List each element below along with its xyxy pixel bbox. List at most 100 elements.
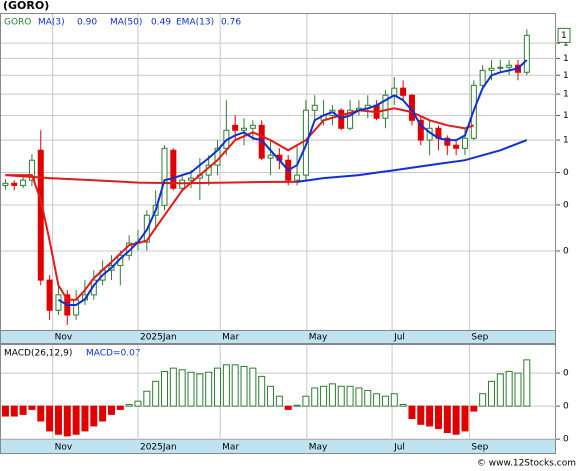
macd-bar [487, 380, 495, 407]
macd-bar [240, 365, 248, 407]
candle-body [347, 109, 354, 129]
candle-body [382, 94, 389, 119]
y-tick-label: 0 [563, 246, 569, 256]
macd-bar [320, 385, 328, 407]
x-tick-label: Nov [55, 443, 73, 453]
candle-body [11, 182, 18, 186]
x-tick-label: Jul [393, 333, 405, 343]
macd-bar [72, 405, 80, 435]
macd-bar [408, 405, 416, 420]
macd-bar [355, 387, 363, 407]
macd-bar [125, 403, 133, 407]
macd-bar [81, 405, 89, 432]
macd-bar [381, 395, 389, 407]
legend-name: EMA(13) [176, 18, 214, 28]
macd-bar [258, 375, 266, 407]
macd-bar [337, 385, 345, 407]
macd-bar [187, 371, 195, 407]
y-tick-label: 1 [563, 111, 569, 121]
x-tick-label: Jul [393, 443, 405, 453]
macd-bar [37, 405, 45, 422]
macd-bar [54, 405, 62, 435]
candle-body [461, 137, 468, 149]
price-date-strip [0, 330, 556, 344]
macd-bar [461, 405, 469, 432]
macd-bar [231, 364, 239, 407]
macd-bar [417, 405, 425, 425]
candle-body [28, 159, 35, 181]
y-tick-label: 0 [563, 435, 569, 445]
y-tick-label: 1 [563, 54, 569, 64]
legend-value: 0.90 [77, 18, 97, 28]
macd-bar [470, 405, 478, 412]
macd-bar [90, 405, 98, 427]
macd-bar [134, 400, 142, 407]
legend-value: 0.49 [151, 18, 171, 28]
candle-body [241, 127, 248, 131]
candle-body [311, 104, 318, 111]
macd-bar [152, 380, 160, 407]
y-tick-label: 1 [563, 90, 569, 100]
candle-body [488, 67, 495, 71]
macd-bar [99, 405, 107, 422]
y-tick-label: 1 [563, 136, 569, 146]
candle-body [400, 87, 407, 96]
macd-bar [275, 395, 283, 407]
legend-name: MA(50) [110, 18, 142, 28]
candle-body [267, 154, 274, 159]
legend-name: MA(3) [38, 18, 65, 28]
macd-bar [28, 405, 36, 410]
macd-bar [267, 385, 275, 407]
candle-body [188, 177, 195, 181]
indicator-line [57, 59, 528, 306]
candle-body [73, 299, 80, 316]
macd-bar [46, 405, 54, 432]
macd-title: MACD(26,12,9) [4, 349, 72, 359]
y-tick-label: 1 [563, 71, 569, 81]
macd-bar [116, 405, 124, 410]
macd-bar [178, 369, 186, 407]
macd-bar [160, 370, 168, 407]
candle-body [249, 124, 256, 129]
macd-bar [311, 387, 319, 407]
candle-body [20, 179, 27, 186]
x-tick-label: Mar [222, 333, 239, 343]
macd-value: MACD=0.07 [86, 349, 141, 359]
macd-bar [496, 373, 504, 407]
candle-body [506, 64, 513, 68]
candle-body [294, 174, 301, 181]
x-tick-label: 2025Jan [140, 443, 177, 453]
candle-body [161, 147, 168, 206]
macd-bar [19, 405, 27, 415]
x-tick-label: May [309, 443, 328, 453]
candle-body [170, 149, 177, 189]
candle-body [55, 294, 62, 311]
macd-bar [364, 389, 372, 407]
y-tick-label: 0 [563, 200, 569, 210]
candle-body [46, 279, 53, 311]
indicator-line [5, 107, 475, 301]
candle-body [338, 109, 345, 129]
macd-bar [523, 359, 531, 407]
candle-body [232, 124, 239, 131]
x-tick-label: Mar [222, 443, 239, 453]
candle-body [444, 137, 451, 146]
macd-bar [426, 405, 434, 427]
macd-bar [373, 393, 381, 407]
macd-bar [196, 373, 204, 407]
chart-title: (GORO) [3, 0, 49, 12]
y-tick-label: 0 [563, 402, 569, 412]
macd-bar [143, 390, 151, 407]
y-tick-label: 0 [563, 369, 569, 379]
candle-body [417, 119, 424, 141]
indicator-line [5, 174, 298, 185]
macd-bar [328, 383, 336, 407]
macd-bar [205, 371, 213, 407]
y-tick-label: 1 [563, 39, 569, 49]
macd-bar [452, 405, 460, 435]
symbol: GORO [4, 18, 31, 28]
macd-bar [293, 404, 301, 407]
candle-body [453, 144, 460, 149]
candle-body [523, 34, 530, 73]
